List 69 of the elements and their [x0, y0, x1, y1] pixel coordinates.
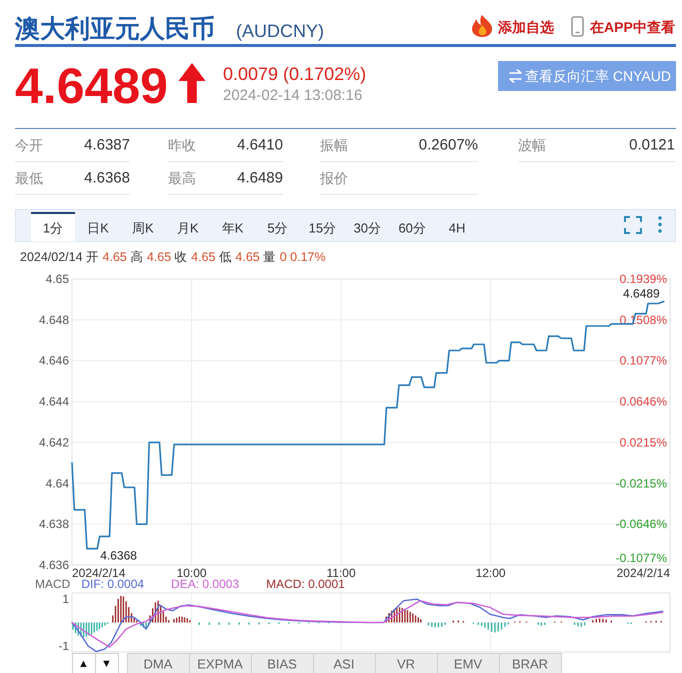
y2-tick-label: 0.1077% — [620, 354, 668, 368]
text: 4.6368 — [84, 170, 130, 186]
text: (AUDCNY) — [236, 21, 324, 41]
y-tick-label: 4.646 — [38, 354, 70, 368]
text: 在APP中查看 — [589, 19, 675, 35]
chart-title: MACD — [35, 577, 71, 591]
y-tick-label: -1 — [58, 639, 70, 654]
text: 今开 — [15, 137, 43, 153]
text: 4.6489 — [237, 170, 283, 186]
text: 最低 — [15, 170, 43, 186]
text: 报价 — [319, 170, 348, 186]
text: 年K — [222, 220, 244, 236]
text: 4.6387 — [84, 136, 130, 154]
y2-tick-label: 0.0646% — [620, 394, 668, 409]
text: 4.6489 — [15, 58, 168, 114]
text: 5分 — [267, 220, 288, 236]
text: 澳大利亚元人民币 — [14, 15, 215, 43]
text: 4.6410 — [237, 136, 283, 154]
x-tick-label: 11:00 — [326, 566, 356, 580]
y2-tick-label: -0.0646% — [616, 517, 668, 532]
y2-tick-label: -0.0215% — [616, 476, 668, 490]
text: MACD: 0.0001 — [266, 577, 346, 591]
y-tick-label: 4.642 — [38, 435, 70, 450]
y-tick-label: 4.644 — [38, 394, 70, 409]
y2-tick-label: 0.0215% — [620, 435, 668, 450]
text: 添加自选 — [497, 19, 554, 35]
x-tick-label: 10:00 — [176, 566, 207, 580]
text: 0.2607% — [418, 136, 478, 154]
x-tick-label: 12:00 — [476, 566, 506, 580]
annotation: 4.6368 — [100, 548, 138, 563]
text: EXPMA — [197, 656, 244, 672]
text: 60分 — [398, 220, 426, 236]
text: 最高 — [168, 170, 196, 186]
series-label: DIF: 0.0004 — [81, 577, 144, 591]
text: 周K — [132, 220, 154, 236]
text: 4H — [448, 220, 466, 236]
text: 月K — [176, 220, 199, 236]
text: 昨收 — [168, 137, 196, 153]
text: BIAS — [267, 656, 298, 672]
text: 2024-02-14 13:08:16 — [223, 87, 362, 104]
text: 0.0121 — [629, 136, 675, 154]
chart-title: 2024/02/14 开 4.65 高 4.65 收 4.65 低 4.65 量 0 0.17% — [20, 250, 326, 264]
series-label: DEA: 0.0003 — [171, 577, 240, 591]
y-tick-label: 4.636 — [38, 558, 70, 572]
text: ▲ — [78, 658, 89, 670]
text: 15分 — [308, 220, 336, 236]
text: 日K — [87, 220, 110, 236]
text: 振幅 — [320, 137, 348, 153]
text: 2024/2/14 — [72, 566, 126, 580]
y2-tick-label: 0.1939% — [620, 272, 668, 286]
y-tick-label: 4.638 — [38, 517, 70, 532]
y-tick-label: 1 — [62, 592, 70, 606]
text: EMV — [454, 656, 482, 672]
text: ASI — [334, 656, 354, 672]
text: ▼ — [101, 658, 112, 670]
text: 0.0079 (0.1702%) — [223, 64, 366, 84]
text: BRAR — [512, 656, 548, 672]
y-tick-label: 4.648 — [38, 312, 70, 327]
text: 30分 — [354, 220, 382, 236]
text: 波幅 — [518, 137, 546, 153]
y2-tick-label: -0.1077% — [616, 551, 668, 565]
annotation: 4.6489 — [623, 286, 660, 300]
text: 1分 — [42, 220, 64, 236]
text: 查看反向汇率 CNYAUD — [525, 68, 671, 84]
y-tick-label: 4.65 — [46, 272, 70, 286]
text: DMA — [144, 656, 173, 672]
text: VR — [396, 656, 416, 672]
y-tick-label: 4.64 — [46, 476, 70, 490]
text: 2024/2/14 — [616, 566, 670, 580]
